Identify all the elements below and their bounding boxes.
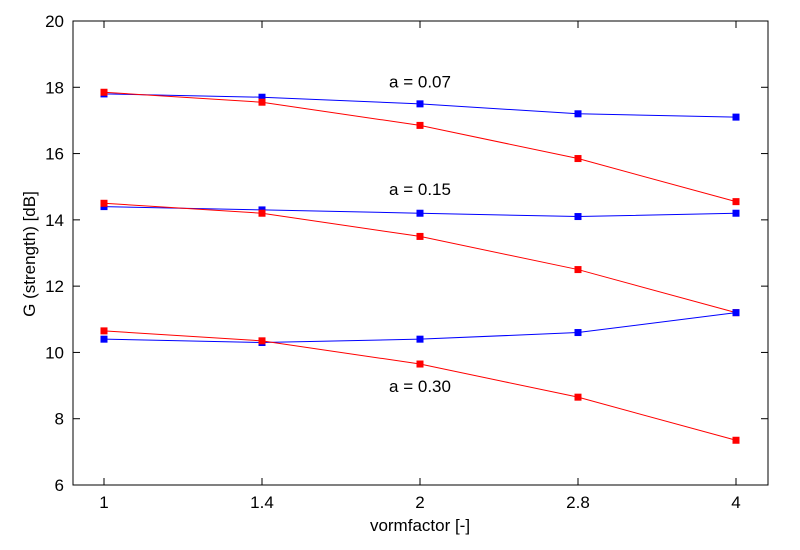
annotations: a = 0.07 a = 0.15 a = 0.30	[389, 72, 451, 396]
annotation-label: a = 0.30	[389, 377, 451, 396]
series-red-a-0-30	[100, 327, 740, 444]
y-tick-label: 14	[45, 211, 64, 230]
axis-ticks: 1 1.4 2 2.8 4 6 8 10 12 14 16 18 20	[45, 12, 768, 512]
data-point	[416, 121, 424, 129]
data-point	[416, 209, 424, 217]
x-tick-label: 2.8	[566, 493, 590, 512]
data-point	[100, 88, 108, 96]
data-point	[732, 436, 740, 444]
y-axis-label: G (strength) [dB]	[20, 191, 39, 317]
data-point	[100, 335, 108, 343]
y-tick-label: 10	[45, 343, 64, 362]
x-tick-label: 4	[731, 493, 740, 512]
plot-area	[72, 20, 769, 486]
data-point	[258, 93, 266, 101]
x-tick-label: 1.4	[250, 493, 274, 512]
data-point	[100, 327, 108, 335]
data-point	[574, 110, 582, 118]
annotation-label: a = 0.15	[389, 180, 451, 199]
data-point	[574, 266, 582, 274]
x-axis-label: vormfactor [-]	[370, 516, 470, 535]
y-tick-label: 12	[45, 277, 64, 296]
data-point	[416, 360, 424, 368]
data-point	[258, 98, 266, 106]
data-point	[100, 199, 108, 207]
series-layer	[100, 88, 740, 444]
data-point	[574, 155, 582, 163]
data-point	[732, 113, 740, 121]
plot-frame	[72, 20, 769, 486]
data-point	[574, 393, 582, 401]
data-point	[732, 309, 740, 317]
data-point	[258, 209, 266, 217]
data-point	[416, 335, 424, 343]
data-point	[732, 209, 740, 217]
data-point	[574, 213, 582, 221]
annotation-label: a = 0.07	[389, 72, 451, 91]
y-tick-label: 16	[45, 145, 64, 164]
y-tick-label: 20	[45, 12, 64, 31]
x-tick-label: 2	[415, 493, 424, 512]
y-tick-label: 18	[45, 78, 64, 97]
data-point	[258, 337, 266, 345]
y-tick-label: 6	[55, 476, 64, 495]
data-point	[416, 232, 424, 240]
data-point	[732, 198, 740, 206]
series-red-a-0-07	[100, 88, 740, 206]
x-tick-label: 1	[99, 493, 108, 512]
y-tick-label: 8	[55, 410, 64, 429]
data-point	[574, 329, 582, 337]
data-point	[416, 100, 424, 108]
